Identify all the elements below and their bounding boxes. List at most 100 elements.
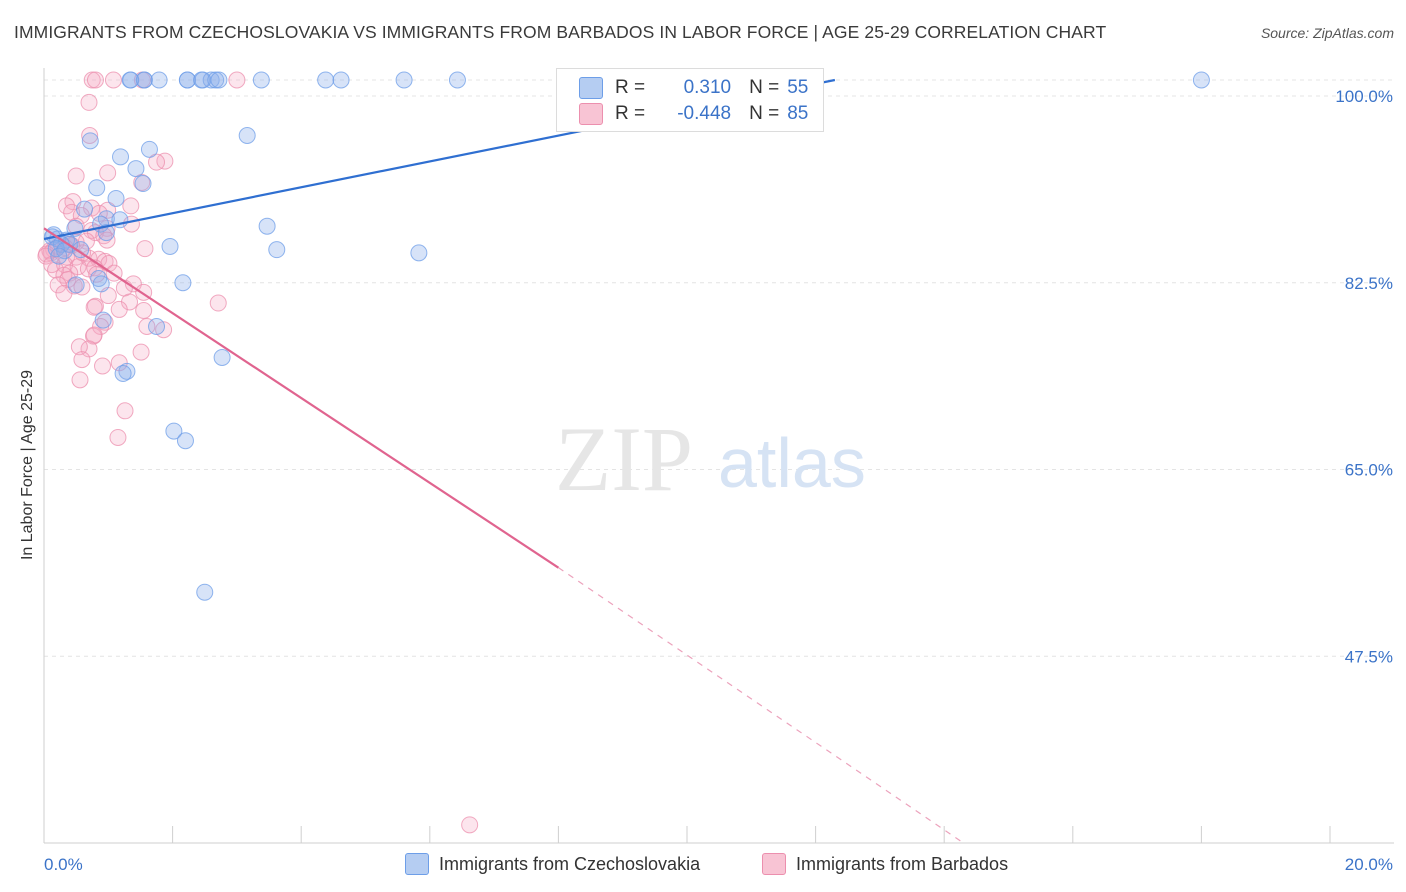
point-czechoslovakia [92, 275, 110, 293]
point-barbados [98, 231, 116, 249]
point-barbados [69, 258, 87, 276]
point-barbados [73, 351, 91, 369]
point-czechoslovakia [112, 148, 130, 166]
legend-swatch-czechoslovakia [405, 853, 429, 875]
point-czechoslovakia [395, 71, 413, 89]
n-label: N = [749, 103, 780, 124]
point-barbados [132, 343, 150, 361]
watermark-zip: ZIP [555, 408, 693, 510]
point-barbados [136, 240, 154, 258]
point-czechoslovakia [161, 237, 179, 255]
x-tick-label-max: 20.0% [1345, 855, 1393, 874]
point-barbados [67, 167, 85, 185]
point-barbados [122, 197, 140, 215]
series-czechoslovakia-points [43, 71, 1210, 601]
point-barbados [148, 153, 166, 171]
watermark-atlas: atlas [718, 424, 866, 502]
point-czechoslovakia [317, 71, 335, 89]
point-czechoslovakia [252, 71, 270, 89]
point-barbados [88, 265, 106, 283]
point-czechoslovakia [332, 71, 350, 89]
point-barbados [109, 428, 127, 446]
swatch-barbados [579, 103, 603, 125]
point-barbados [86, 297, 104, 315]
point-czechoslovakia [94, 311, 112, 329]
y-tick-label: 65.0% [1345, 461, 1393, 480]
point-barbados [209, 294, 227, 312]
y-tick-label: 47.5% [1345, 647, 1393, 666]
legend-item-barbados[interactable]: Immigrants from Barbados [762, 852, 1008, 876]
point-czechoslovakia [97, 224, 115, 242]
r-value-barbados: -0.448 [677, 103, 732, 124]
point-barbados [55, 284, 73, 302]
point-barbados [461, 816, 479, 834]
point-barbados [85, 327, 103, 345]
swatch-czechoslovakia [579, 77, 603, 99]
point-czechoslovakia [165, 422, 183, 440]
point-czechoslovakia [135, 71, 153, 89]
point-barbados [104, 71, 122, 89]
point-czechoslovakia [194, 71, 212, 89]
point-barbados [47, 261, 65, 279]
gridlines [44, 79, 1394, 657]
axes [43, 68, 1394, 844]
legend-label-barbados: Immigrants from Barbados [796, 853, 1009, 874]
y-tick-label: 100.0% [1335, 87, 1393, 106]
point-czechoslovakia [258, 217, 276, 235]
point-czechoslovakia [1192, 71, 1210, 89]
chart-title: IMMIGRANTS FROM CZECHOSLOVAKIA VS IMMIGR… [14, 22, 1107, 42]
point-barbados [99, 164, 117, 182]
r-value-czechoslovakia: 0.310 [683, 77, 732, 98]
point-barbados [110, 300, 128, 318]
x-tick-label-min: 0.0% [44, 855, 83, 874]
point-barbados [80, 93, 98, 111]
point-czechoslovakia [238, 126, 256, 144]
point-czechoslovakia [196, 583, 214, 601]
point-czechoslovakia [174, 274, 192, 292]
stats-row-czechoslovakia: R = 0.310 N = 55 [579, 76, 808, 100]
point-czechoslovakia [210, 71, 228, 89]
point-barbados [228, 71, 246, 89]
point-barbados [135, 302, 153, 320]
y-tick-label: 82.5% [1345, 274, 1393, 293]
point-czechoslovakia [50, 247, 68, 265]
r-label: R = [615, 103, 646, 124]
y-axis-label: In Labor Force | Age 25-29 [19, 369, 36, 561]
point-czechoslovakia [67, 276, 85, 294]
point-czechoslovakia [127, 160, 145, 178]
point-czechoslovakia [178, 71, 196, 89]
point-czechoslovakia [148, 318, 166, 336]
legend-item-czechoslovakia[interactable]: Immigrants from Czechoslovakia [405, 852, 700, 876]
n-label: N = [749, 77, 780, 98]
trend-extension-barbados [558, 567, 964, 844]
point-czechoslovakia [114, 364, 132, 382]
r-label: R = [615, 77, 646, 98]
stats-legend: R = 0.310 N = 55 R = -0.448 N = 85 [556, 68, 824, 132]
point-czechoslovakia [140, 140, 158, 158]
point-czechoslovakia [134, 175, 152, 193]
point-barbados [94, 357, 112, 375]
point-czechoslovakia [88, 179, 106, 197]
point-czechoslovakia [150, 71, 168, 89]
point-barbados [49, 276, 67, 294]
point-barbados [71, 371, 89, 389]
point-czechoslovakia [122, 71, 140, 89]
tick-labels: 47.5% 65.0% 82.5% 100.0% 0.0% 20.0% [44, 87, 1393, 874]
legend-swatch-barbados [762, 853, 786, 875]
watermark: ZIP atlas [555, 408, 866, 510]
legend-label-czechoslovakia: Immigrants from Czechoslovakia [439, 853, 701, 874]
point-czechoslovakia [448, 71, 466, 89]
stats-row-barbados: R = -0.448 N = 85 [579, 102, 808, 126]
point-czechoslovakia [213, 348, 231, 366]
point-barbados [138, 318, 156, 336]
point-czechoslovakia [410, 244, 428, 262]
point-barbados [85, 298, 103, 316]
point-barbados [116, 402, 134, 420]
point-czechoslovakia [268, 241, 286, 259]
point-barbados [63, 203, 81, 221]
point-barbados [86, 71, 104, 89]
trend-line-barbados [43, 227, 560, 569]
point-barbados [81, 126, 99, 144]
point-czechoslovakia [176, 432, 194, 450]
